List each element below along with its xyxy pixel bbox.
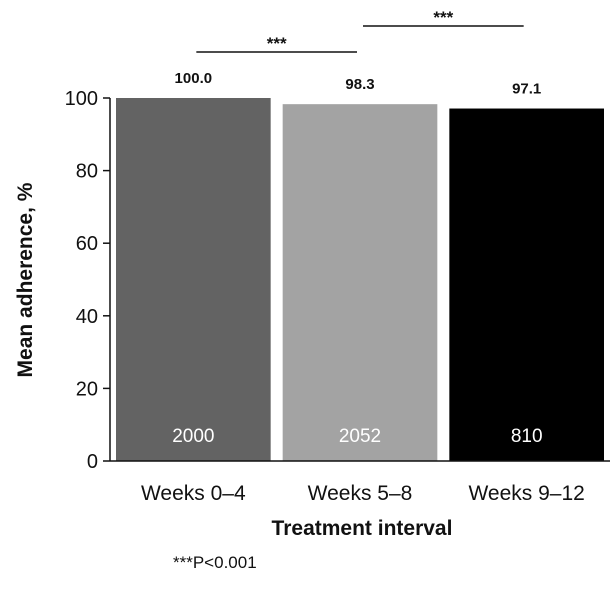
bar-value-label: 100.0 bbox=[175, 70, 213, 87]
y-axis-title: Mean adherence, % bbox=[14, 182, 37, 377]
x-axis: Weeks 0–4 Weeks 5–8 Weeks 9–12 bbox=[110, 460, 610, 505]
significance-label: *** bbox=[267, 34, 287, 53]
x-tick-label: Weeks 9–12 bbox=[468, 482, 584, 505]
bar-value-label: 98.3 bbox=[345, 76, 374, 93]
y-tick-label: 60 bbox=[76, 233, 98, 255]
bar-value-label: 97.1 bbox=[512, 81, 541, 98]
bar bbox=[449, 108, 604, 461]
significance-brackets: *** *** bbox=[196, 8, 524, 53]
y-tick-label: 0 bbox=[87, 451, 98, 473]
y-tick-label: 20 bbox=[76, 378, 98, 400]
footnote: ***P<0.001 bbox=[173, 553, 257, 572]
y-axis: 0 20 40 60 80 100 bbox=[65, 88, 111, 473]
bar-n-label: 810 bbox=[511, 426, 543, 447]
bar-n-label: 2000 bbox=[172, 426, 214, 447]
bars: 100.0 2000 98.3 2052 97.1 810 bbox=[116, 70, 604, 462]
y-tick-label: 100 bbox=[65, 88, 98, 110]
bar bbox=[282, 104, 438, 462]
significance-label: *** bbox=[433, 8, 453, 27]
bar-n-label: 2052 bbox=[339, 426, 381, 447]
x-tick-label: Weeks 0–4 bbox=[141, 482, 246, 505]
y-tick-label: 40 bbox=[76, 306, 98, 328]
bar bbox=[116, 98, 271, 461]
x-tick-label: Weeks 5–8 bbox=[308, 482, 413, 505]
x-axis-title: Treatment interval bbox=[272, 517, 453, 540]
y-tick-label: 80 bbox=[76, 161, 98, 183]
